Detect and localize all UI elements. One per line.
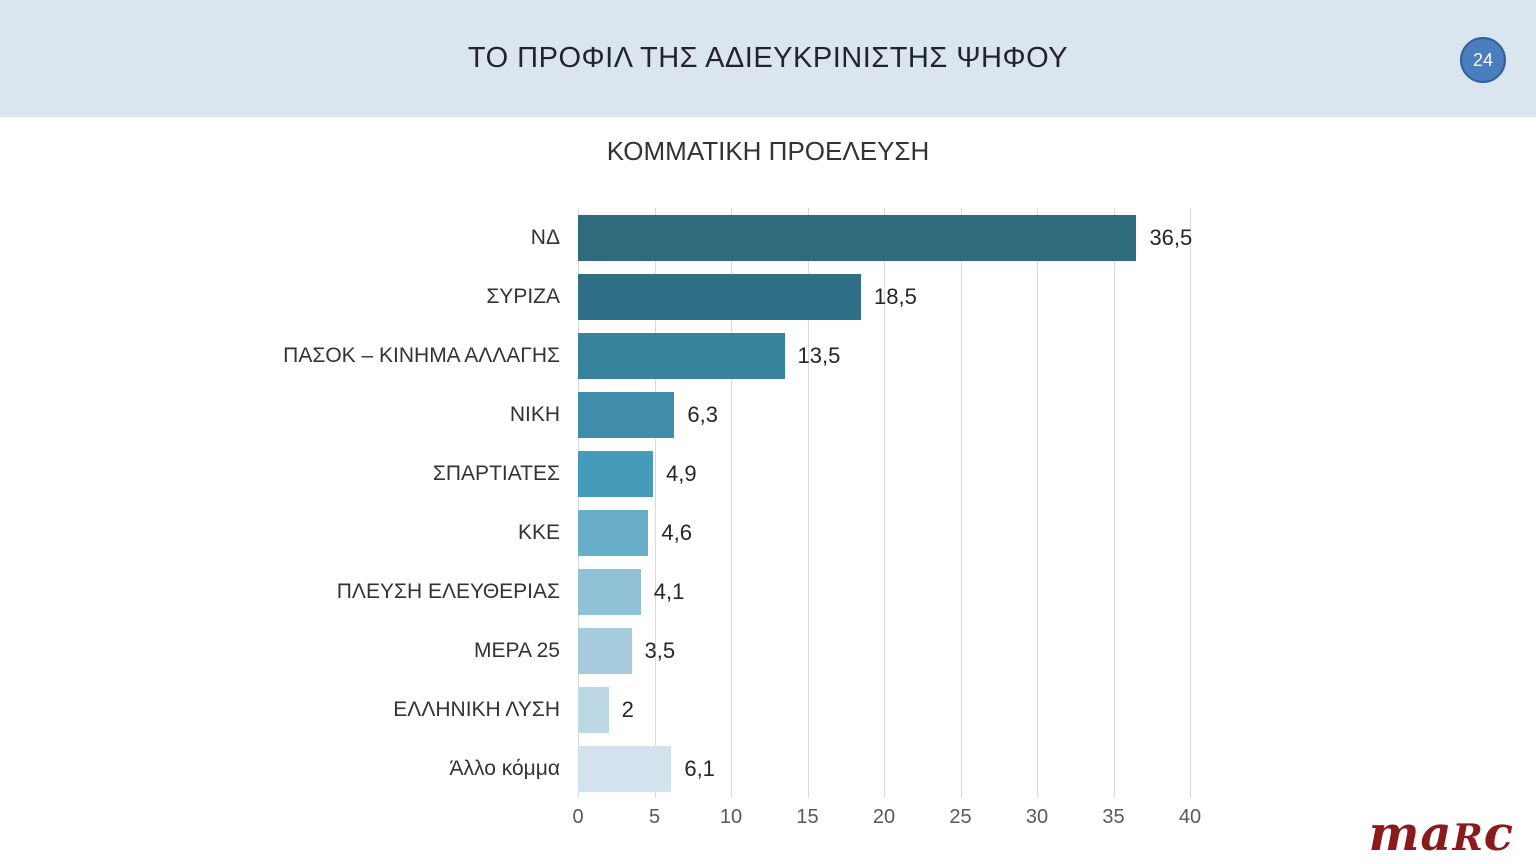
- category-label: Άλλο κόμμα: [449, 756, 560, 780]
- category-label: ΠΑΣΟΚ – ΚΙΝΗΜΑ ΑΛΛΑΓΗΣ: [283, 343, 560, 367]
- x-axis: 0 5 10 15 20 25 30 35 40: [0, 806, 1536, 836]
- page-number-badge: 24: [1460, 37, 1506, 83]
- x-axis-tick-label: 25: [949, 806, 972, 828]
- x-axis-tick-label: 0: [572, 806, 584, 828]
- bar-row: ΣΥΡΙΖΑ 18,5: [0, 267, 1536, 326]
- bar-area: 18,5: [578, 267, 1536, 326]
- x-axis-tick-label: 30: [1025, 806, 1049, 828]
- bar-value-label: 4,6: [661, 519, 692, 545]
- x-axis-tick-label: 5: [648, 806, 661, 828]
- gridline: [731, 208, 732, 798]
- gridline: [884, 208, 885, 798]
- bar-row: ΕΛΛΗΝΙΚΗ ΛΥΣΗ 2: [0, 680, 1536, 739]
- category-label: ΝΙΚΗ: [509, 402, 560, 426]
- bar-row: ΝΔ 36,5: [0, 208, 1536, 267]
- bar-row: ΣΠΑΡΤΙΑΤΕΣ 4,9: [0, 444, 1536, 503]
- bar-value-label: 4,9: [665, 460, 697, 486]
- bar-area: 4,6: [578, 503, 1536, 562]
- gridline: [1190, 208, 1191, 798]
- bar-row: ΚΚΕ 4,6: [0, 503, 1536, 562]
- logo-text-right: c: [1483, 806, 1514, 862]
- category-label: ΣΠΑΡΤΙΑΤΕΣ: [432, 461, 560, 485]
- bar-row: ΠΛΕΥΣΗ ΕΛΕΥΘΕΡΙΑΣ 4,1: [0, 562, 1536, 621]
- x-axis-tick-label: 40: [1178, 806, 1202, 828]
- category-label: ΜΕΡΑ 25: [474, 638, 560, 662]
- bar: [578, 332, 785, 379]
- bar-value-label: 13,5: [797, 342, 841, 368]
- bar-area: 36,5: [578, 208, 1536, 267]
- bar-value-label: 6,3: [687, 401, 718, 427]
- bar: [578, 450, 653, 497]
- bar-area: 4,9: [578, 444, 1536, 503]
- bar-value-label: 18,5: [874, 283, 917, 309]
- bar-area: 4,1: [578, 562, 1536, 621]
- chart-title: ΚΟΜΜΑΤΙΚΗ ΠΡΟΕΛΕΥΣΗ: [606, 136, 930, 166]
- gridline: [807, 208, 809, 798]
- category-label: ΝΔ: [530, 225, 560, 249]
- bar-value-label: 36,5: [1149, 224, 1193, 250]
- x-axis-tick-label: 35: [1102, 806, 1125, 828]
- category-label: ΚΚΕ: [517, 520, 560, 544]
- bar-row: Άλλο κόμμα 6,1: [0, 739, 1536, 798]
- x-axis-tick-label: 10: [719, 806, 743, 828]
- gridline: [1037, 208, 1038, 798]
- gridline: [960, 208, 962, 798]
- bar-row: ΠΑΣΟΚ – ΚΙΝΗΜΑ ΑΛΛΑΓΗΣ 13,5: [0, 326, 1536, 385]
- bar: [578, 214, 1137, 261]
- slide-title: ΤΟ ΠΡΟΦΙΛ ΤΗΣ ΑΔΙΕΥΚΡΙΝΙΣΤΗΣ ΨΗΦΟΥ: [467, 42, 1069, 74]
- slide-header: ΤΟ ΠΡΟΦΙΛ ΤΗΣ ΑΔΙΕΥΚΡΙΝΙΣΤΗΣ ΨΗΦΟΥ 24: [0, 0, 1536, 117]
- x-axis-tick-label: 20: [872, 806, 896, 828]
- bar-area: 3,5: [578, 621, 1536, 680]
- bar-value-label: 6,1: [684, 755, 715, 781]
- bar-value-label: 2: [621, 696, 634, 722]
- bar-area: 6,1: [578, 739, 1536, 798]
- bar: [578, 686, 609, 733]
- gridline: [578, 208, 579, 798]
- gridline: [654, 208, 656, 798]
- bar: [578, 627, 632, 674]
- logo-text-left: ma: [1368, 806, 1453, 862]
- bar: [578, 509, 649, 556]
- x-axis-tick-label: 15: [796, 806, 819, 828]
- bar-value-label: 3,5: [644, 637, 676, 663]
- logo-text-smallcap: R: [1452, 816, 1484, 859]
- page-number: 24: [1472, 49, 1494, 70]
- category-label: ΕΛΛΗΝΙΚΗ ΛΥΣΗ: [393, 697, 560, 721]
- bar: [578, 273, 862, 320]
- bar-row: ΜΕΡΑ 25 3,5: [0, 621, 1536, 680]
- bar-area: 2: [578, 680, 1536, 739]
- chart-rows: ΝΔ 36,5 ΣΥΡΙΖΑ 18,5 ΠΑΣΟΚ – ΚΙΝΗΜΑ ΑΛΛΑΓΗΣ 13…: [0, 208, 1536, 798]
- category-label: ΠΛΕΥΣΗ ΕΛΕΥΘΕΡΙΑΣ: [336, 579, 560, 603]
- bar-area: 13,5: [578, 326, 1536, 385]
- bar-chart: ΝΔ 36,5 ΣΥΡΙΖΑ 18,5 ΠΑΣΟΚ – ΚΙΝΗΜΑ ΑΛΛΑΓΗΣ 13…: [0, 208, 1536, 798]
- bar-row: ΝΙΚΗ 6,3: [0, 385, 1536, 444]
- marc-logo: maRc: [1369, 810, 1514, 858]
- bar: [578, 391, 675, 438]
- bar: [578, 568, 641, 615]
- bar-value-label: 4,1: [653, 578, 685, 604]
- category-label: ΣΥΡΙΖΑ: [486, 284, 560, 308]
- gridline: [1113, 208, 1115, 798]
- bar: [578, 745, 672, 792]
- bar-area: 6,3: [578, 385, 1536, 444]
